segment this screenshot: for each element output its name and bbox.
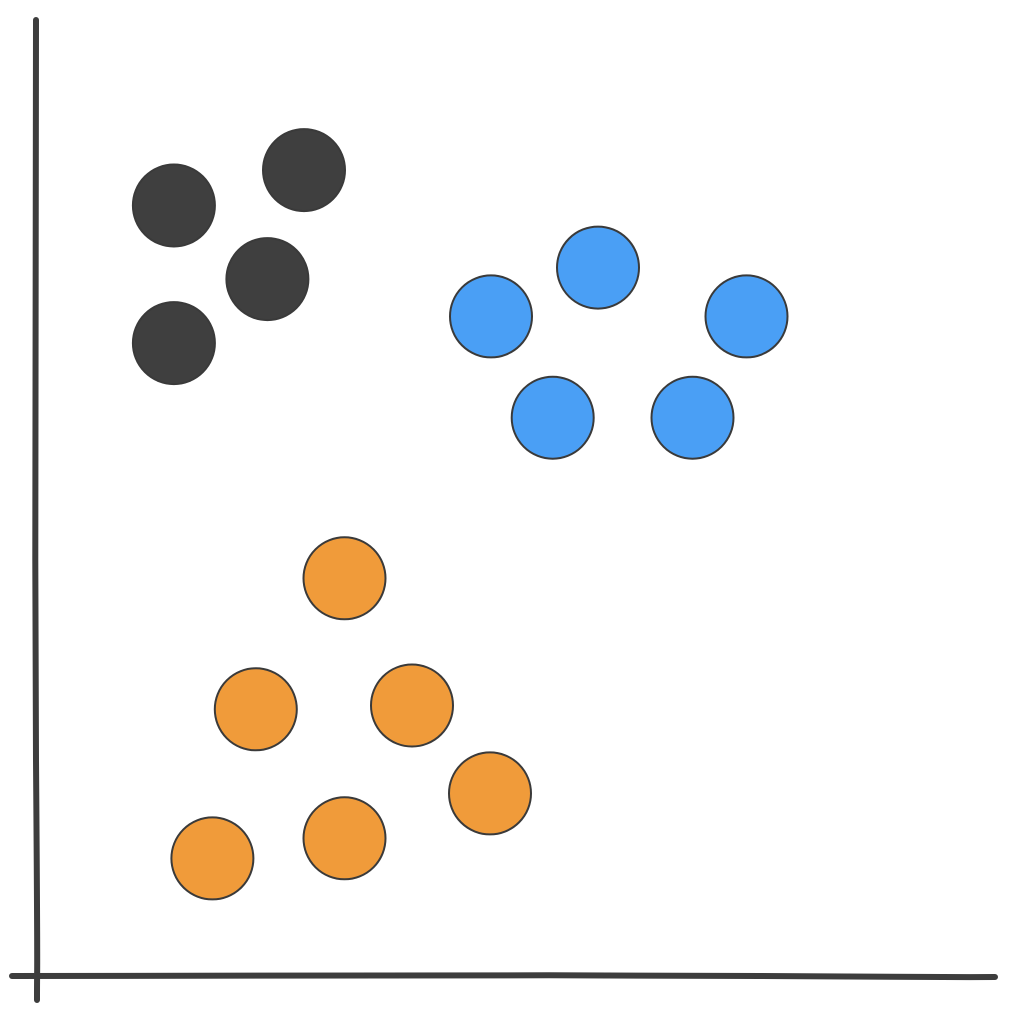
scatter-point-series-1-2	[262, 128, 346, 213]
data-points-layer	[131, 128, 789, 901]
scatter-point-series-2-2	[556, 225, 640, 310]
scatter-point-series-3-1	[302, 536, 387, 621]
scatter-point-series-2-5	[650, 375, 735, 460]
scatter-point-series-1-1	[131, 163, 216, 248]
scatter-point-series-2-1	[449, 274, 533, 359]
scatter-point-series-3-3	[370, 663, 454, 748]
y-axis-line	[32, 17, 41, 1003]
scatter-point-series-1-4	[131, 301, 216, 386]
scatter-point-series-2-3	[704, 274, 789, 359]
scatter-point-series-3-4	[448, 751, 532, 836]
scatter-point-series-3-5	[302, 796, 387, 881]
x-axis-line	[9, 972, 998, 981]
scatter-point-series-3-6	[170, 816, 255, 901]
scatter-point-series-2-4	[510, 375, 595, 460]
scatter-point-series-1-3	[225, 237, 310, 322]
scatter-point-series-3-2	[213, 667, 298, 752]
